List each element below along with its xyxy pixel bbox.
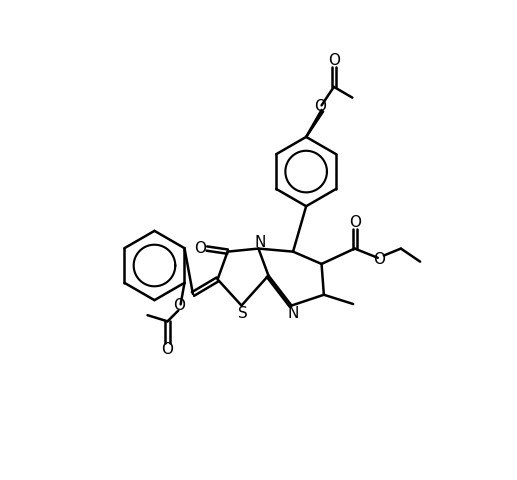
Text: O: O — [314, 99, 326, 114]
Text: O: O — [328, 53, 340, 68]
Text: O: O — [373, 252, 385, 267]
Text: O: O — [161, 342, 173, 357]
Text: S: S — [238, 306, 248, 321]
Text: N: N — [254, 235, 266, 250]
Text: O: O — [349, 215, 361, 230]
Text: O: O — [194, 241, 206, 256]
Text: O: O — [173, 299, 185, 313]
Text: N: N — [287, 306, 299, 321]
